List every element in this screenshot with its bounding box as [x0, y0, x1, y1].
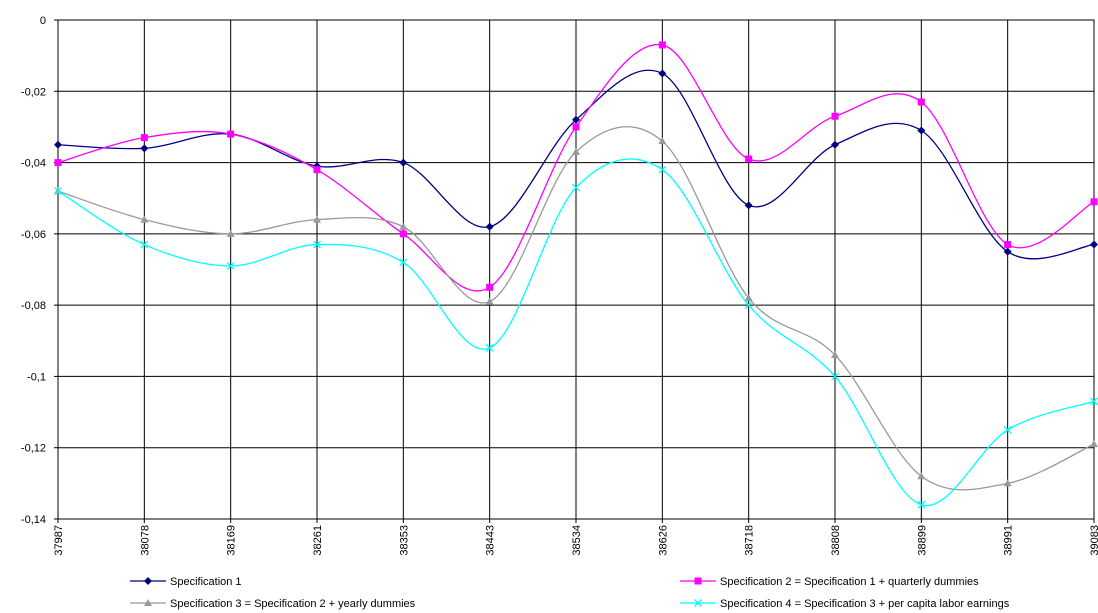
x-tick-label: 38626	[657, 525, 669, 556]
legend-item: Specification 1	[130, 576, 242, 588]
marker	[485, 343, 494, 352]
legend-item: Specification 2 = Specification 1 + quar…	[680, 576, 979, 588]
marker	[399, 230, 407, 238]
legend-item: Specification 4 = Specification 3 + per …	[680, 598, 1010, 610]
marker	[144, 577, 152, 585]
marker	[694, 577, 702, 585]
marker	[658, 69, 667, 78]
plot-frame	[57, 19, 1095, 520]
marker	[694, 599, 702, 607]
y-tick-label: -0,04	[21, 158, 46, 170]
x-tick-label: 39083	[1089, 525, 1098, 556]
marker	[917, 126, 926, 135]
x-tick-label: 38718	[744, 525, 756, 556]
marker	[1090, 240, 1098, 249]
marker	[917, 500, 926, 509]
marker	[831, 112, 839, 120]
marker	[744, 294, 753, 302]
marker	[140, 134, 148, 142]
marker	[399, 258, 408, 267]
marker	[831, 351, 839, 359]
marker	[658, 41, 666, 49]
marker	[140, 240, 149, 249]
marker	[658, 137, 667, 145]
marker	[744, 301, 753, 310]
x-tick-label: 38169	[226, 525, 238, 556]
x-tick-label: 38899	[916, 525, 928, 556]
marker	[831, 140, 839, 149]
x-tick-label: 37987	[53, 525, 65, 556]
marker	[140, 215, 149, 223]
x-tick-label: 38443	[485, 525, 497, 556]
marker	[831, 372, 839, 381]
marker	[1090, 397, 1098, 406]
marker	[744, 201, 753, 210]
marker	[485, 222, 494, 231]
legend-label: Specification 4 = Specification 3 + per …	[720, 598, 1010, 610]
series-line	[57, 126, 1095, 491]
y-tick-label: -0,06	[21, 229, 46, 241]
x-tick-label: 38078	[139, 525, 151, 556]
marker	[226, 229, 235, 237]
marker	[54, 159, 62, 167]
marker	[917, 472, 926, 480]
marker	[226, 261, 235, 270]
marker	[1003, 479, 1012, 487]
marker	[399, 222, 408, 230]
marker	[917, 98, 925, 106]
x-tick-label: 38261	[312, 525, 324, 556]
y-tick-label: -0,02	[21, 86, 46, 98]
y-tick-label: -0,14	[21, 514, 46, 526]
marker	[1090, 440, 1098, 448]
marker	[1090, 198, 1098, 206]
y-tick-label: 0	[40, 15, 46, 27]
marker	[485, 297, 494, 305]
marker	[399, 158, 408, 167]
y-tick-label: -0,1	[27, 371, 46, 383]
marker	[1003, 247, 1012, 256]
marker	[486, 283, 494, 291]
x-tick-label: 38353	[398, 525, 410, 556]
marker	[313, 215, 321, 223]
marker	[144, 599, 152, 606]
series-line	[57, 44, 1095, 292]
x-tick-label: 38991	[1003, 525, 1015, 556]
y-tick-label: -0,12	[21, 443, 46, 455]
marker	[54, 140, 62, 149]
marker	[313, 166, 321, 174]
marker	[140, 144, 149, 153]
marker	[1004, 241, 1012, 249]
x-tick-label: 38808	[830, 525, 842, 556]
marker	[1003, 425, 1012, 434]
legend-label: Specification 2 = Specification 1 + quar…	[720, 576, 979, 588]
marker	[572, 183, 580, 192]
marker	[572, 115, 580, 124]
marker	[572, 123, 580, 131]
marker	[313, 240, 321, 249]
x-tick-label: 38534	[571, 525, 583, 556]
marker	[54, 187, 62, 196]
y-tick-label: -0,08	[21, 300, 46, 312]
marker	[745, 155, 753, 163]
marker	[658, 165, 667, 174]
marker	[227, 130, 235, 138]
legend-label: Specification 1	[170, 576, 242, 588]
legend-label: Specification 3 = Specification 2 + year…	[170, 598, 416, 610]
legend-item: Specification 3 = Specification 2 + year…	[130, 598, 416, 610]
marker	[572, 147, 580, 155]
